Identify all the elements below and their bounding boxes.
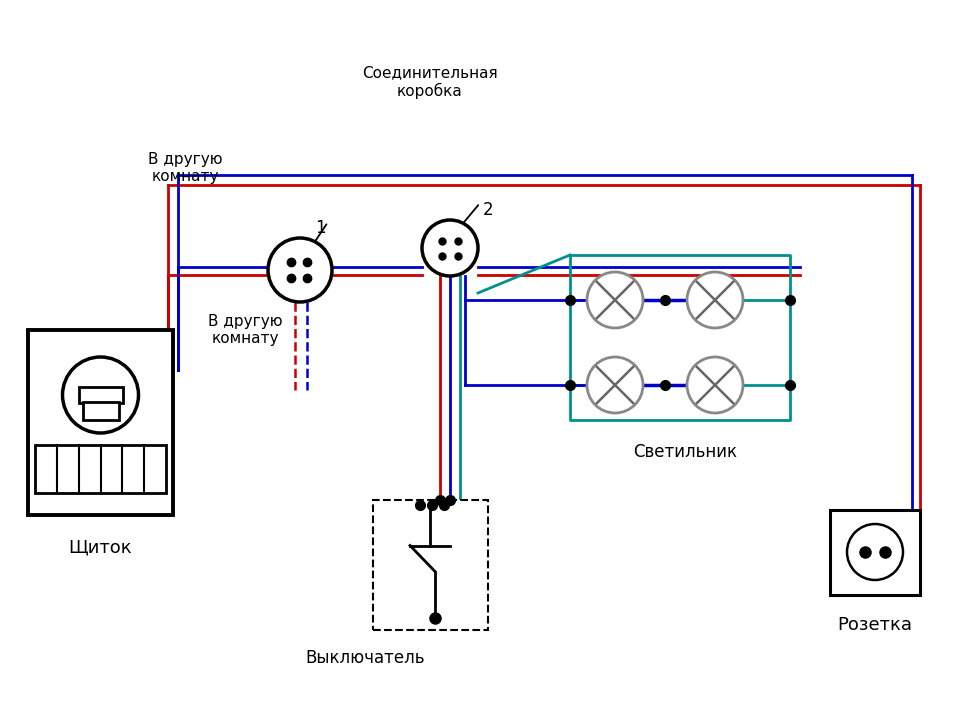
Circle shape [587,357,643,413]
Text: В другую
комнату: В другую комнату [148,152,223,184]
Circle shape [847,524,903,580]
Circle shape [687,272,743,328]
Circle shape [687,357,743,413]
Text: Щиток: Щиток [69,538,132,556]
Bar [83,402,118,420]
Circle shape [422,220,478,276]
Circle shape [62,357,138,433]
Bar [79,387,123,403]
Bar [373,500,488,630]
Circle shape [587,272,643,328]
Text: Соединительная
коробка: Соединительная коробка [362,65,498,99]
Text: 1: 1 [315,219,325,237]
Text: В другую
комнату: В другую комнату [207,314,282,346]
Bar [830,510,920,595]
Circle shape [268,238,332,302]
Bar [28,330,173,515]
Text: 2: 2 [483,201,493,219]
Text: Выключатель: Выключатель [305,649,424,667]
Text: Светильник: Светильник [633,443,737,461]
Text: Розетка: Розетка [837,616,913,634]
Bar [35,445,166,493]
